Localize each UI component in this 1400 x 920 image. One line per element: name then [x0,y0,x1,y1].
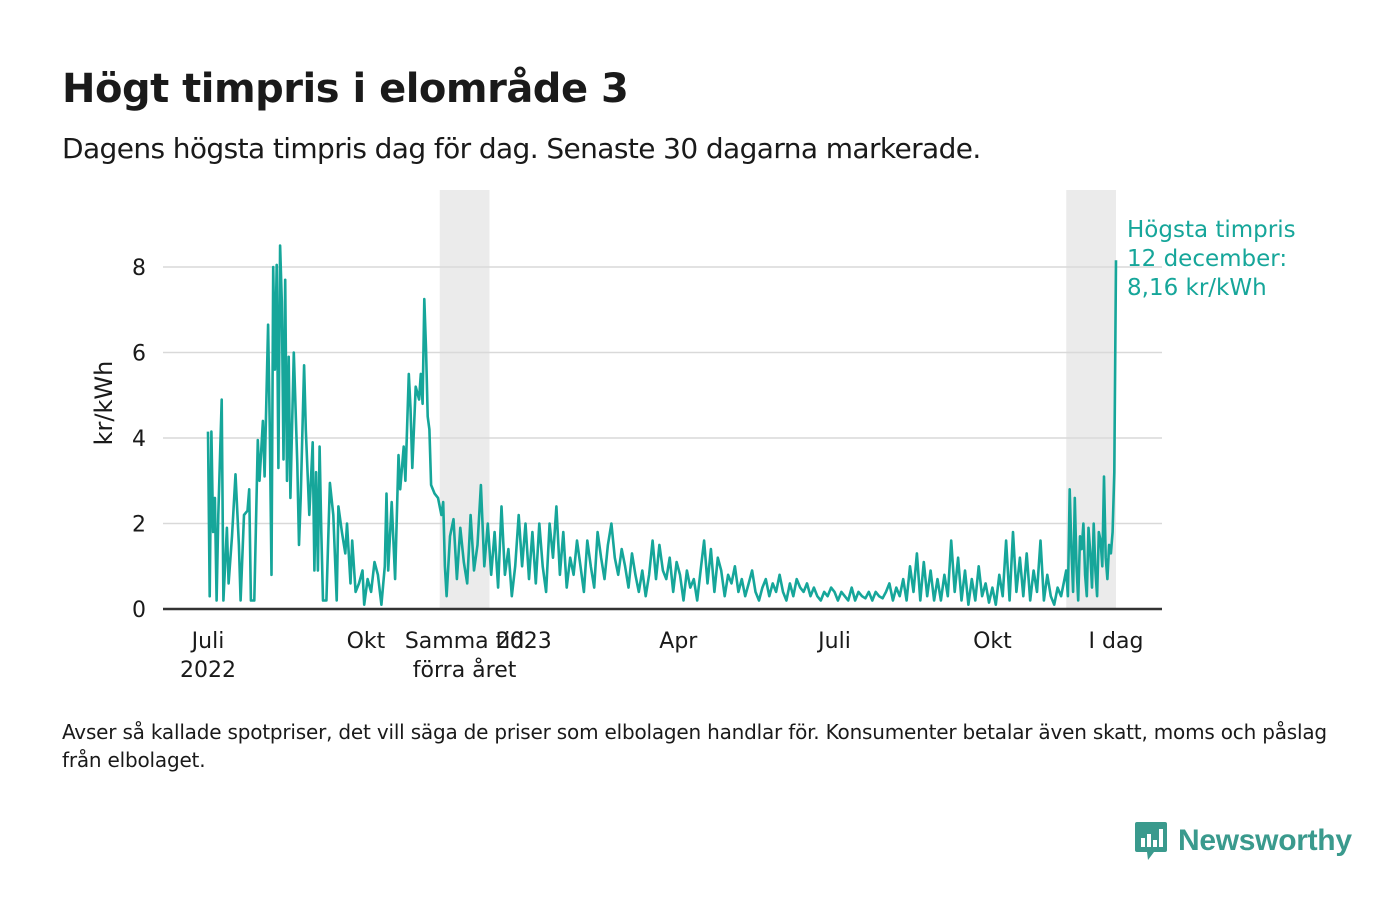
price-series-line [206,244,1118,606]
x-tick-label-4: Juli [816,629,851,654]
x-tick-label-6: I dag [1089,629,1144,654]
chart-subtitle: Dagens högsta timpris dag för dag. Senas… [62,132,981,165]
brand-logo: Newsworthy [1134,818,1352,864]
chart-title: Högt timpris i elområde 3 [62,66,629,112]
x-tick-label-0: Juli [190,629,225,654]
x-tick-sublabel-0: 2022 [180,658,236,683]
footnote: Avser så kallade spotpriser, det vill sä… [62,720,1327,772]
brand-name: Newsworthy [1178,824,1352,857]
y-tick-label-2: 2 [132,513,146,538]
y-tick-label-8: 8 [132,256,146,281]
annotation-line-2: 8,16 kr/kWh [1127,275,1267,301]
annotation-line-0: Högsta timpris [1127,217,1296,243]
annotation-line-1: 12 december: [1127,246,1287,272]
x-tick-label-1: Okt [347,629,386,654]
y-tick-labels: 0 2 4 6 8 [132,256,146,623]
x-tick-label-5: Okt [973,629,1012,654]
y-tick-label-4: 4 [132,427,146,452]
y-tick-label-0: 0 [132,598,146,623]
band-sublabel-0: förra året [413,657,517,683]
x-tick-label-2: 2023 [496,629,552,654]
bar-chart-speech-bubble-icon [1135,822,1167,860]
latest-price-annotation: Högsta timpris 12 december: 8,16 kr/kWh [1127,217,1296,301]
band-label-0: Samma tid [405,629,525,654]
x-tick-label-3: Apr [659,629,698,654]
highlight-band-0 [439,190,490,609]
y-axis-label: kr/kWh [90,361,118,446]
band-labels: Samma tid förra året [405,629,525,683]
price-line-chart: 0 2 4 6 8 kr/kWh Juli 2022 Okt 2023 Apr Juli Okt I … [90,190,1296,683]
y-tick-label-6: 6 [132,342,146,367]
x-tick-labels: Juli 2022 Okt 2023 Apr Juli Okt I dag [180,629,1143,683]
